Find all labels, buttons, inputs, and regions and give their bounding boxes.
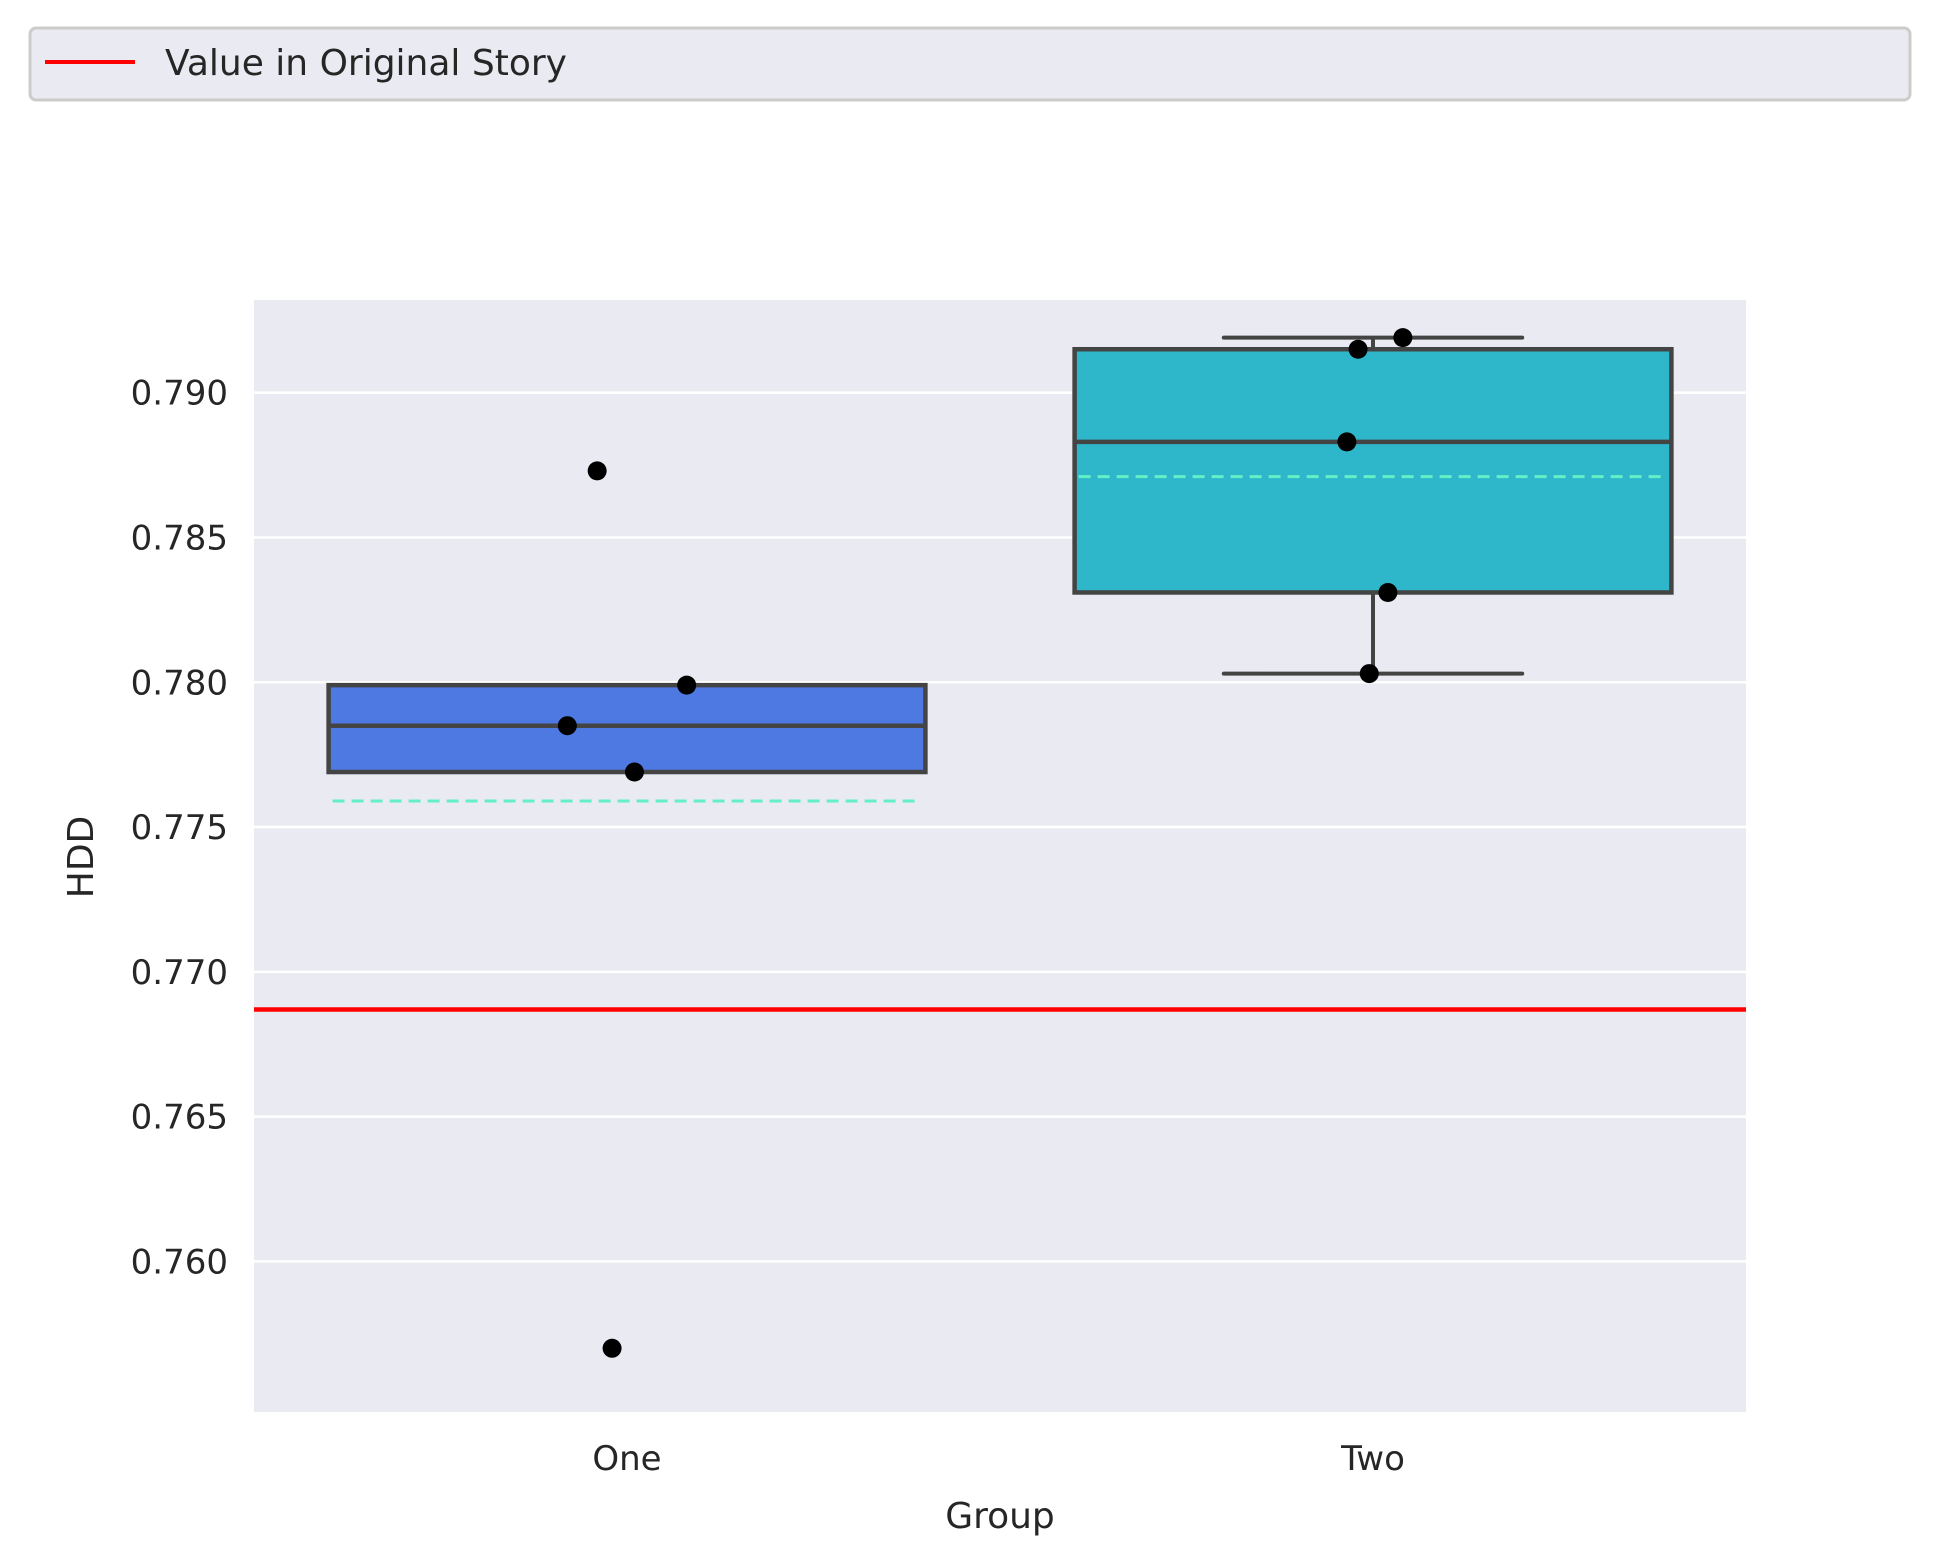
box-elements — [326, 335, 1674, 803]
data-point-one — [624, 762, 644, 782]
y-tick-label: 0.790 — [131, 374, 228, 414]
legend: Value in Original Story — [28, 26, 1912, 102]
box-two — [1072, 346, 1674, 595]
x-axis-label: Group — [945, 1496, 1055, 1537]
data-point-two — [1359, 664, 1379, 684]
data-point-one — [587, 461, 607, 481]
y-tick-label: 0.765 — [131, 1098, 228, 1138]
box-one — [326, 682, 928, 775]
data-point-one — [602, 1338, 622, 1358]
y-tick-labels: 0.760 0.765 0.770 0.775 0.780 0.785 0.790 — [131, 374, 228, 1283]
data-point-two — [1393, 328, 1413, 348]
legend-frame — [28, 26, 1912, 102]
data-point-two — [1348, 339, 1368, 359]
legend-label-original-story: Value in Original Story — [165, 43, 567, 84]
data-point-one — [677, 675, 697, 695]
data-points — [557, 328, 1413, 1358]
y-tick-label: 0.770 — [131, 953, 228, 993]
x-tick-label-one: One — [592, 1439, 661, 1479]
y-tick-label: 0.780 — [131, 663, 228, 703]
y-tick-label: 0.785 — [131, 518, 228, 558]
y-axis-label: HDD — [61, 816, 102, 899]
data-point-two — [1378, 582, 1398, 602]
y-tick-label: 0.760 — [131, 1242, 228, 1282]
data-point-one — [557, 716, 577, 736]
y-tick-label: 0.775 — [131, 808, 228, 848]
x-tick-labels: One Two — [592, 1439, 1404, 1479]
x-tick-label-two: Two — [1340, 1439, 1405, 1479]
data-point-two — [1337, 432, 1357, 452]
